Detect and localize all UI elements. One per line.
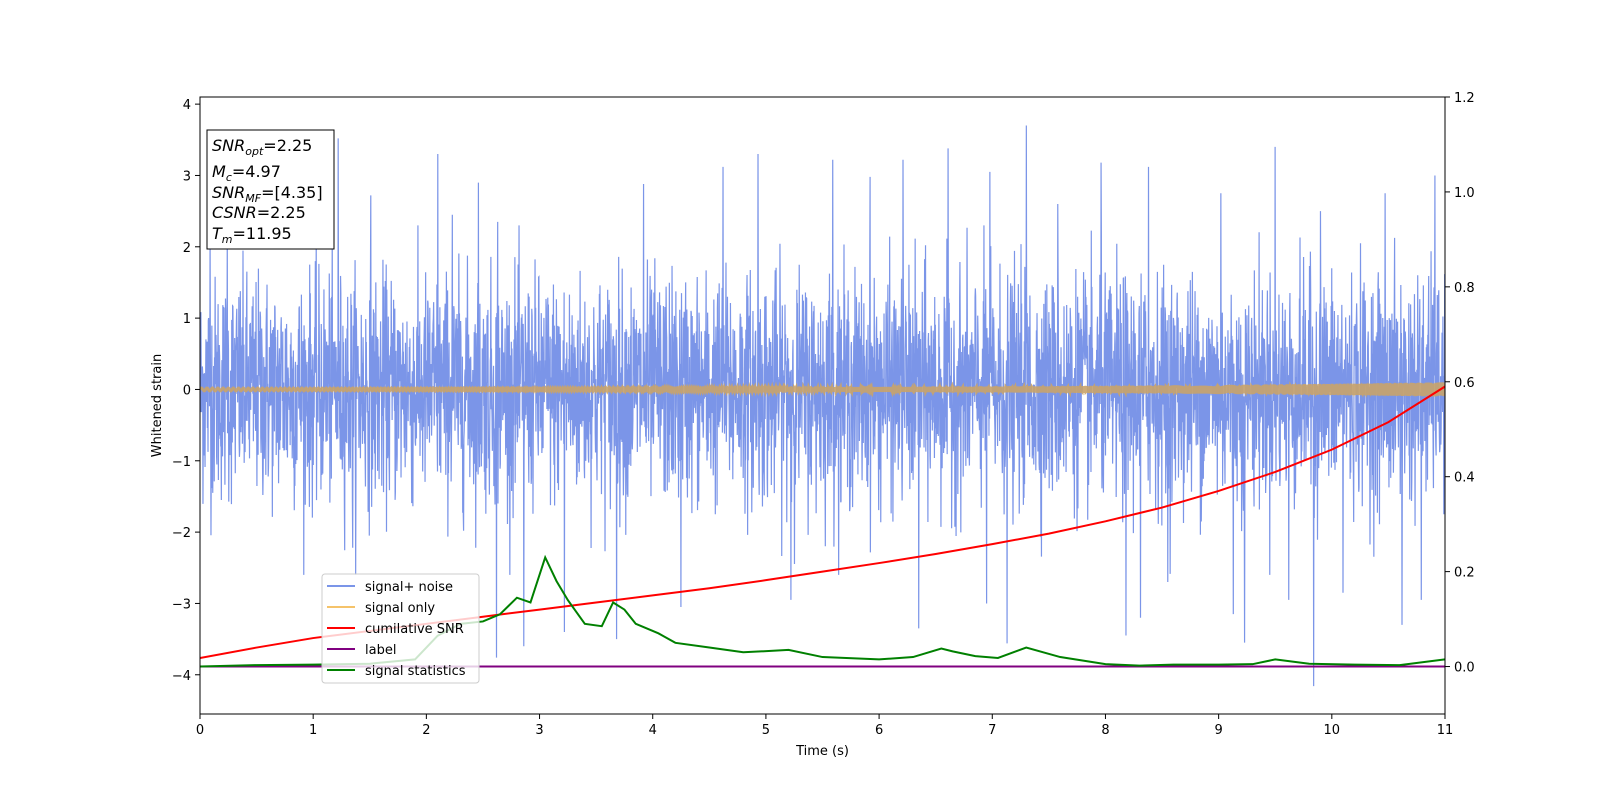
info-value: =2.25 [263, 136, 312, 155]
y-tick-label: 0 [183, 383, 191, 398]
x-tick-label: 8 [1101, 723, 1109, 738]
y-tick-label: −1 [172, 455, 191, 470]
info-symbol: SNR [212, 136, 245, 155]
x-tick-label: 4 [649, 723, 657, 738]
y-tick-label: 1 [183, 312, 191, 327]
info-subscript: opt [245, 145, 264, 158]
y-tick-label: −3 [172, 597, 191, 612]
y2-tick-label: 0.0 [1454, 661, 1475, 676]
legend-entry: signal statistics [365, 664, 466, 679]
info-symbol: M [212, 162, 226, 181]
info-value: =2.25 [257, 203, 306, 222]
x-tick-label: 10 [1324, 723, 1341, 738]
x-tick-label: 1 [309, 723, 317, 738]
x-tick-label: 2 [422, 723, 430, 738]
x-tick-label: 0 [196, 723, 204, 738]
x-tick-label: 7 [988, 723, 996, 738]
y-tick-label: −2 [172, 526, 191, 541]
series-line-signal-noise [200, 125, 1445, 687]
y2-tick-label: 0.8 [1454, 281, 1475, 296]
x-tick-label: 3 [535, 723, 543, 738]
legend-entry: signal only [365, 601, 435, 616]
x-tick-label: 6 [875, 723, 883, 738]
x-tick-label: 9 [1214, 723, 1222, 738]
info-subscript: m [222, 233, 233, 246]
info-line: CSNR=2.25 [212, 203, 306, 222]
info-symbol: SNR [212, 183, 245, 202]
info-box-frame [206, 129, 335, 250]
x-axis-title: Time (s) [795, 744, 849, 759]
info-subscript: MF [245, 192, 261, 205]
info-subscript: c [226, 171, 232, 184]
series-line-signal-statistics [200, 554, 1445, 668]
info-line: Mc=4.97 [212, 162, 281, 184]
legend-entry: signal+ noise [365, 580, 453, 595]
legend-entry: cumilative SNR [365, 622, 464, 637]
info-line: Tm=11.95 [212, 224, 292, 246]
x-tick-label: 5 [762, 723, 770, 738]
info-symbol: T [212, 224, 223, 243]
axes: 0 1 2 3 4 5 6 7 8 9 10 1143210−1−2−3−40.00.20.40.60… [172, 91, 1475, 738]
info-line: SNRMF=[4.35] [212, 183, 323, 205]
info-value: =11.95 [233, 224, 292, 243]
y-tick-label: 2 [183, 241, 191, 256]
info-value: =4.97 [232, 162, 281, 181]
y2-tick-label: 0.2 [1454, 566, 1475, 581]
info-box: SNRopt=2.25Mc=4.97SNRMF=[4.35]CSNR=2.25T… [206, 129, 335, 250]
legend-entry: label [365, 643, 396, 658]
x-tick-label: 11 [1437, 723, 1454, 738]
info-line: SNRopt=2.25 [212, 136, 312, 158]
series-line-signal-only [200, 381, 1445, 398]
y-tick-label: 4 [183, 98, 191, 113]
y-tick-label: −4 [172, 669, 191, 684]
y2-tick-label: 0.4 [1454, 471, 1475, 486]
info-value: =[4.35] [261, 183, 323, 202]
info-symbol: CSNR [212, 203, 257, 222]
y-axis-title: Whitened strain [150, 354, 165, 457]
y2-tick-label: 1.2 [1454, 91, 1475, 106]
y-tick-label: 3 [183, 169, 191, 184]
plot-frame [199, 96, 1446, 715]
legend: signal+ noise signal only cumilative SNR la… [321, 573, 480, 684]
y2-tick-label: 1.0 [1454, 186, 1475, 201]
y2-tick-label: 0.6 [1454, 376, 1475, 391]
legend-frame [321, 573, 480, 684]
